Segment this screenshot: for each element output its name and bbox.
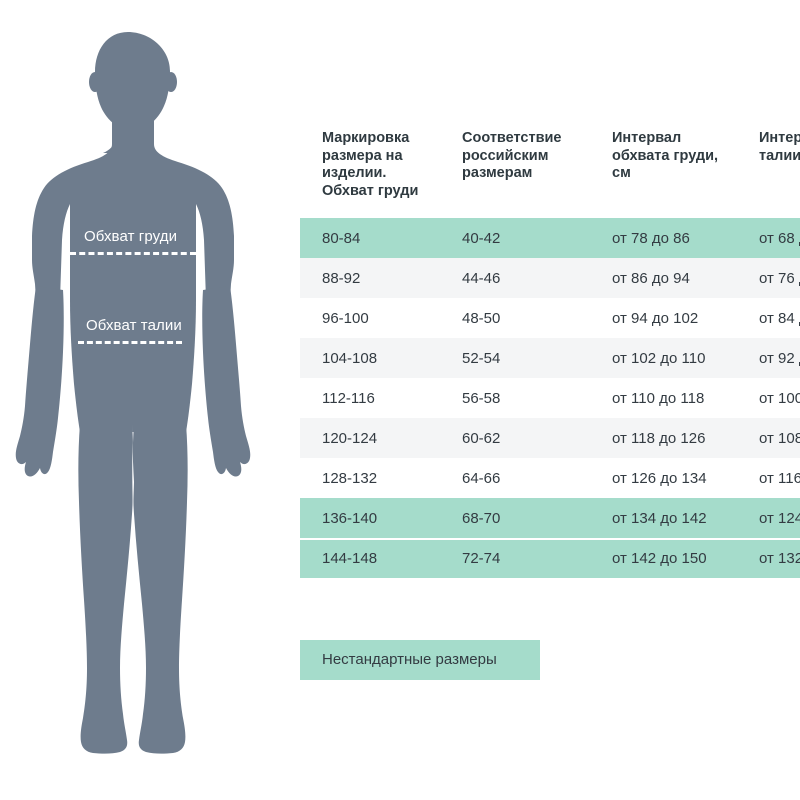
cell-chest-range: от 126 до 134 <box>590 458 737 498</box>
waist-measure-line <box>78 341 182 344</box>
cell-russian-size: 44-46 <box>440 258 590 298</box>
cell-russian-size: 48-50 <box>440 298 590 338</box>
nonstandard-sizes-legend: Нестандартные размеры <box>300 640 540 680</box>
cell-chest-range: от 118 до 126 <box>590 418 737 458</box>
cell-chest-range: от 110 до 118 <box>590 378 737 418</box>
cell-waist-range: от 84 до 92 <box>737 298 800 338</box>
column-header-russian-size: Соответствие российским размерам <box>440 120 590 218</box>
cell-russian-size: 40-42 <box>440 218 590 258</box>
chest-measure-line <box>70 252 196 255</box>
nonstandard-sizes-legend-label: Нестандартные размеры <box>322 651 497 668</box>
cell-marking: 96-100 <box>300 298 440 338</box>
cell-waist-range: от 132 до 140 <box>737 538 800 578</box>
chest-measure-label: Обхват груди <box>84 228 178 245</box>
column-header-marking: Маркировка размера на изделии. Обхват гр… <box>300 120 440 218</box>
cell-russian-size: 60-62 <box>440 418 590 458</box>
cell-chest-range: от 94 до 102 <box>590 298 737 338</box>
cell-marking: 104-108 <box>300 338 440 378</box>
cell-russian-size: 56-58 <box>440 378 590 418</box>
cell-marking: 88-92 <box>300 258 440 298</box>
cell-waist-range: от 108 до 116 <box>737 418 800 458</box>
cell-chest-range: от 134 до 142 <box>590 498 737 538</box>
size-table-panel: Маркировка размера на изделии. Обхват гр… <box>300 0 800 800</box>
table-header-row: Маркировка размера на изделии. Обхват гр… <box>300 120 800 218</box>
cell-russian-size: 68-70 <box>440 498 590 538</box>
cell-russian-size: 72-74 <box>440 538 590 578</box>
cell-russian-size: 52-54 <box>440 338 590 378</box>
body-figure-panel: Обхват груди Обхват талии <box>0 0 300 800</box>
cell-marking: 112-116 <box>300 378 440 418</box>
cell-waist-range: от 100 до 108 <box>737 378 800 418</box>
size-table: Маркировка размера на изделии. Обхват гр… <box>300 120 800 578</box>
cell-chest-range: от 102 до 110 <box>590 338 737 378</box>
cell-marking: 136-140 <box>300 498 440 538</box>
male-body-silhouette-icon <box>15 32 251 754</box>
cell-chest-range: от 78 до 86 <box>590 218 737 258</box>
cell-marking: 80-84 <box>300 218 440 258</box>
cell-marking: 144-148 <box>300 538 440 578</box>
cell-waist-range: от 124 до 132 <box>737 498 800 538</box>
cell-waist-range: от 116 до 124 <box>737 458 800 498</box>
cell-chest-range: от 86 до 94 <box>590 258 737 298</box>
cell-waist-range: от 92 до 100 <box>737 338 800 378</box>
column-header-chest-range: Интервал обхвата груди, см <box>590 120 737 218</box>
cell-waist-range: от 68 до 76 <box>737 218 800 258</box>
cell-marking: 120-124 <box>300 418 440 458</box>
cell-russian-size: 64-66 <box>440 458 590 498</box>
cell-waist-range: от 76 до 84 <box>737 258 800 298</box>
size-table-head: Маркировка размера на изделии. Обхват гр… <box>300 120 800 218</box>
cell-marking: 128-132 <box>300 458 440 498</box>
column-header-waist-range: Интервал обхвата талии, см <box>737 120 800 218</box>
cell-chest-range: от 142 до 150 <box>590 538 737 578</box>
waist-measure-label: Обхват талии <box>86 317 182 334</box>
